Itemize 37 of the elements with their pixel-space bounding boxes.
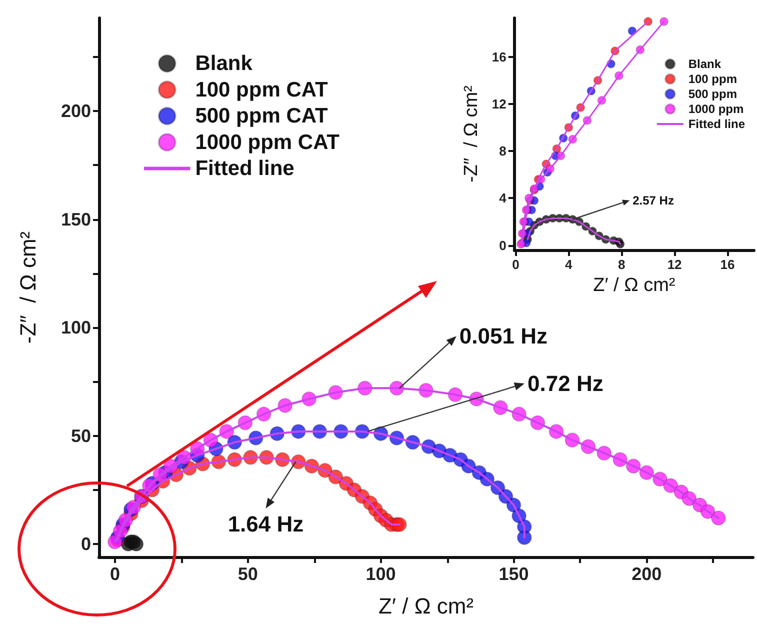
y-tick-label: 8 [499, 144, 506, 159]
legend-label: 1000 ppm CAT [195, 130, 340, 154]
x-tick-label: 12 [667, 257, 682, 272]
annotation: 0.72 Hz [528, 370, 604, 396]
x-tick-label: 16 [720, 257, 735, 272]
y-tick-label: 150 [60, 209, 91, 230]
x-axis-title: Z′ / Ω cm² [378, 594, 474, 618]
x-axis-title: Z′ / Ω cm² [593, 275, 676, 296]
y-axis-title: -Z″ / Ω cm² [16, 231, 40, 344]
x-tick-label: 8 [618, 257, 626, 272]
annotation: 1.64 Hz [228, 511, 304, 536]
y-tick-label: 50 [70, 426, 91, 446]
legend-label: 500 ppm [688, 87, 738, 101]
y-axis-title: -Z″ / Ω cm² [461, 86, 482, 182]
annotation: 0.051 Hz [459, 324, 548, 349]
annotation: 2.57 Hz [632, 193, 674, 208]
legend-label: Fitted line [688, 117, 746, 131]
x-tick-label: 0 [512, 257, 520, 272]
x-tick-label: 50 [238, 564, 258, 584]
y-tick-label: 0 [80, 534, 91, 554]
x-tick-label: 4 [565, 257, 574, 272]
legend-label: Blank [688, 57, 722, 71]
x-tick-label: 100 [366, 564, 396, 584]
y-tick-label: 4 [499, 190, 508, 206]
y-tick-label: 16 [492, 49, 506, 64]
x-tick-label: 0 [110, 564, 120, 584]
y-tick-label: 12 [492, 96, 506, 112]
legend-label: 100 ppm [688, 72, 738, 86]
y-tick-label: 0 [499, 238, 506, 253]
legend-label: Fitted line [195, 157, 294, 180]
x-tick-label: 200 [632, 564, 662, 584]
y-tick-label: 100 [60, 318, 91, 338]
legend-label: 500 ppm CAT [195, 104, 328, 128]
y-tick-label: 200 [60, 101, 91, 122]
legend-label: Blank [195, 52, 253, 75]
legend-label: 100 ppm CAT [195, 78, 328, 102]
legend-label: 1000 ppm [688, 102, 744, 116]
